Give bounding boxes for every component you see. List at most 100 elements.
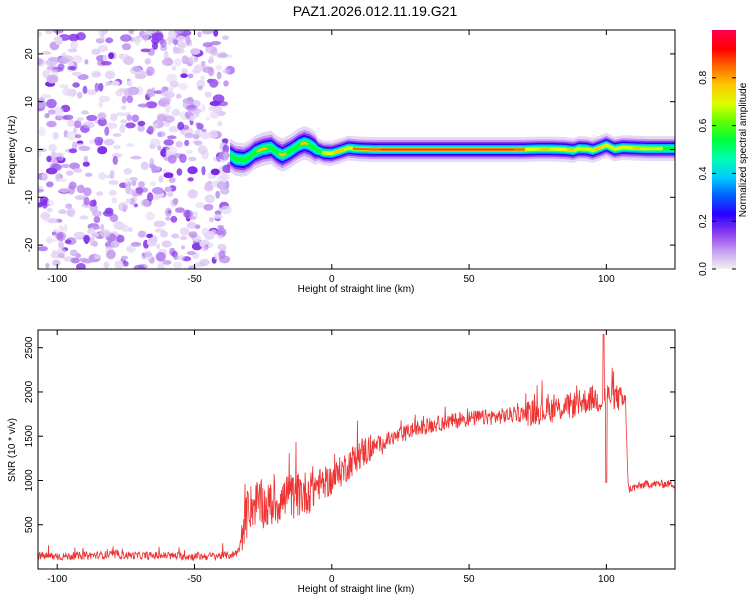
noise-speckle xyxy=(39,101,47,108)
ridge-band-6 xyxy=(230,140,675,163)
noise-speckle xyxy=(204,184,214,192)
noise-speckle xyxy=(184,139,190,147)
noise-speckle xyxy=(213,30,219,37)
noise-speckle xyxy=(48,68,58,74)
noise-speckle xyxy=(118,202,129,212)
noise-speckle xyxy=(188,231,198,238)
noise-speckle xyxy=(140,199,150,207)
noise-speckle xyxy=(62,87,71,96)
noise-speckle xyxy=(179,235,188,241)
noise-speckle xyxy=(210,41,222,46)
noise-speckle xyxy=(203,203,214,211)
noise-speckle xyxy=(122,260,129,267)
noise-speckle xyxy=(187,166,198,175)
noise-speckle xyxy=(125,198,132,204)
noise-speckle xyxy=(151,164,157,174)
noise-speckle xyxy=(66,131,78,141)
noise-speckle xyxy=(157,262,165,269)
noise-speckle xyxy=(120,34,132,42)
noise-speckle xyxy=(134,73,147,80)
noise-speckle xyxy=(112,133,122,137)
noise-speckle xyxy=(46,181,54,188)
noise-speckle xyxy=(113,144,121,150)
ridge-core xyxy=(256,147,268,153)
spectrogram-x-label: Height of straight line (km) xyxy=(298,284,415,295)
noise-speckle xyxy=(90,254,95,259)
ridge-core xyxy=(278,152,287,157)
noise-speckle xyxy=(186,221,197,229)
snr-x-axis: -100 -50 0 50 100 xyxy=(47,330,615,585)
noise-speckle xyxy=(141,252,146,260)
noise-speckle xyxy=(104,126,110,136)
noise-speckle xyxy=(53,106,64,117)
noise-speckle xyxy=(140,48,151,53)
noise-speckle xyxy=(69,162,80,170)
noise-speckle xyxy=(222,164,233,173)
snr-x-tick-label: 50 xyxy=(464,574,476,585)
noise-speckle xyxy=(166,73,178,84)
noise-speckle xyxy=(181,245,185,250)
noise-speckle xyxy=(145,211,155,221)
noise-speckle xyxy=(158,175,164,183)
noise-speckle xyxy=(200,60,206,68)
spectrogram-y-label: Frequency (Hz) xyxy=(7,116,18,185)
noise-speckle xyxy=(168,176,176,183)
noise-speckle xyxy=(137,120,146,127)
snr-y-tick-label: 2000 xyxy=(24,380,35,403)
noise-speckle xyxy=(157,145,162,151)
noise-speckle xyxy=(220,187,230,195)
noise-speckle xyxy=(126,95,134,104)
noise-speckle xyxy=(58,209,67,215)
noise-speckle xyxy=(73,168,83,173)
noise-speckle xyxy=(199,258,210,266)
noise-speckle xyxy=(73,120,82,129)
noise-speckle xyxy=(217,243,227,251)
noise-speckle xyxy=(153,220,166,228)
noise-speckle xyxy=(144,58,152,65)
colorbar-tick-label: 0.4 xyxy=(698,166,709,180)
noise-speckle xyxy=(160,148,168,158)
noise-speckle xyxy=(162,260,172,265)
noise-speckle xyxy=(70,257,80,264)
noise-speckle xyxy=(208,105,217,111)
noise-speckle xyxy=(213,214,223,219)
colorbar-tick-label: 0.8 xyxy=(698,70,709,84)
noise-speckle xyxy=(216,52,228,59)
noise-speckle xyxy=(223,151,229,161)
noise-speckle xyxy=(172,261,183,269)
colorbar-label: Normalized spectral amplitude xyxy=(738,82,749,217)
noise-speckle xyxy=(58,241,65,249)
noise-speckle xyxy=(209,111,220,119)
noise-speckle xyxy=(209,217,214,223)
noise-speckle xyxy=(222,35,229,40)
noise-speckle xyxy=(76,117,84,122)
noise-speckle xyxy=(176,168,183,176)
noise-speckle xyxy=(146,88,154,98)
noise-speckle xyxy=(216,230,225,236)
noise-speckle xyxy=(92,210,102,217)
noise-speckle xyxy=(120,119,128,124)
noise-speckle xyxy=(149,181,156,187)
noise-speckle xyxy=(201,104,206,113)
noise-speckle xyxy=(63,224,68,233)
noise-speckle xyxy=(164,186,172,193)
noise-speckle xyxy=(98,172,106,180)
noise-speckle xyxy=(97,146,108,155)
snr-y-tick-label: 1000 xyxy=(24,469,35,492)
noise-speckle xyxy=(184,132,195,139)
noise-speckle xyxy=(115,112,127,117)
noise-speckle xyxy=(40,94,52,99)
noise-speckle xyxy=(123,168,133,175)
noise-speckle xyxy=(143,250,153,260)
spectrogram-x-tick-label: 50 xyxy=(464,274,476,285)
noise-speckle xyxy=(156,243,161,249)
noise-speckle xyxy=(104,70,116,80)
noise-speckle xyxy=(145,101,158,109)
snr-y-tick-label: 1500 xyxy=(24,425,35,448)
noise-speckle xyxy=(217,101,229,107)
ridge-core xyxy=(594,146,603,151)
noise-speckle xyxy=(221,138,229,144)
noise-speckle xyxy=(96,191,104,197)
noise-speckle xyxy=(39,196,49,206)
noise-speckle xyxy=(91,232,100,238)
